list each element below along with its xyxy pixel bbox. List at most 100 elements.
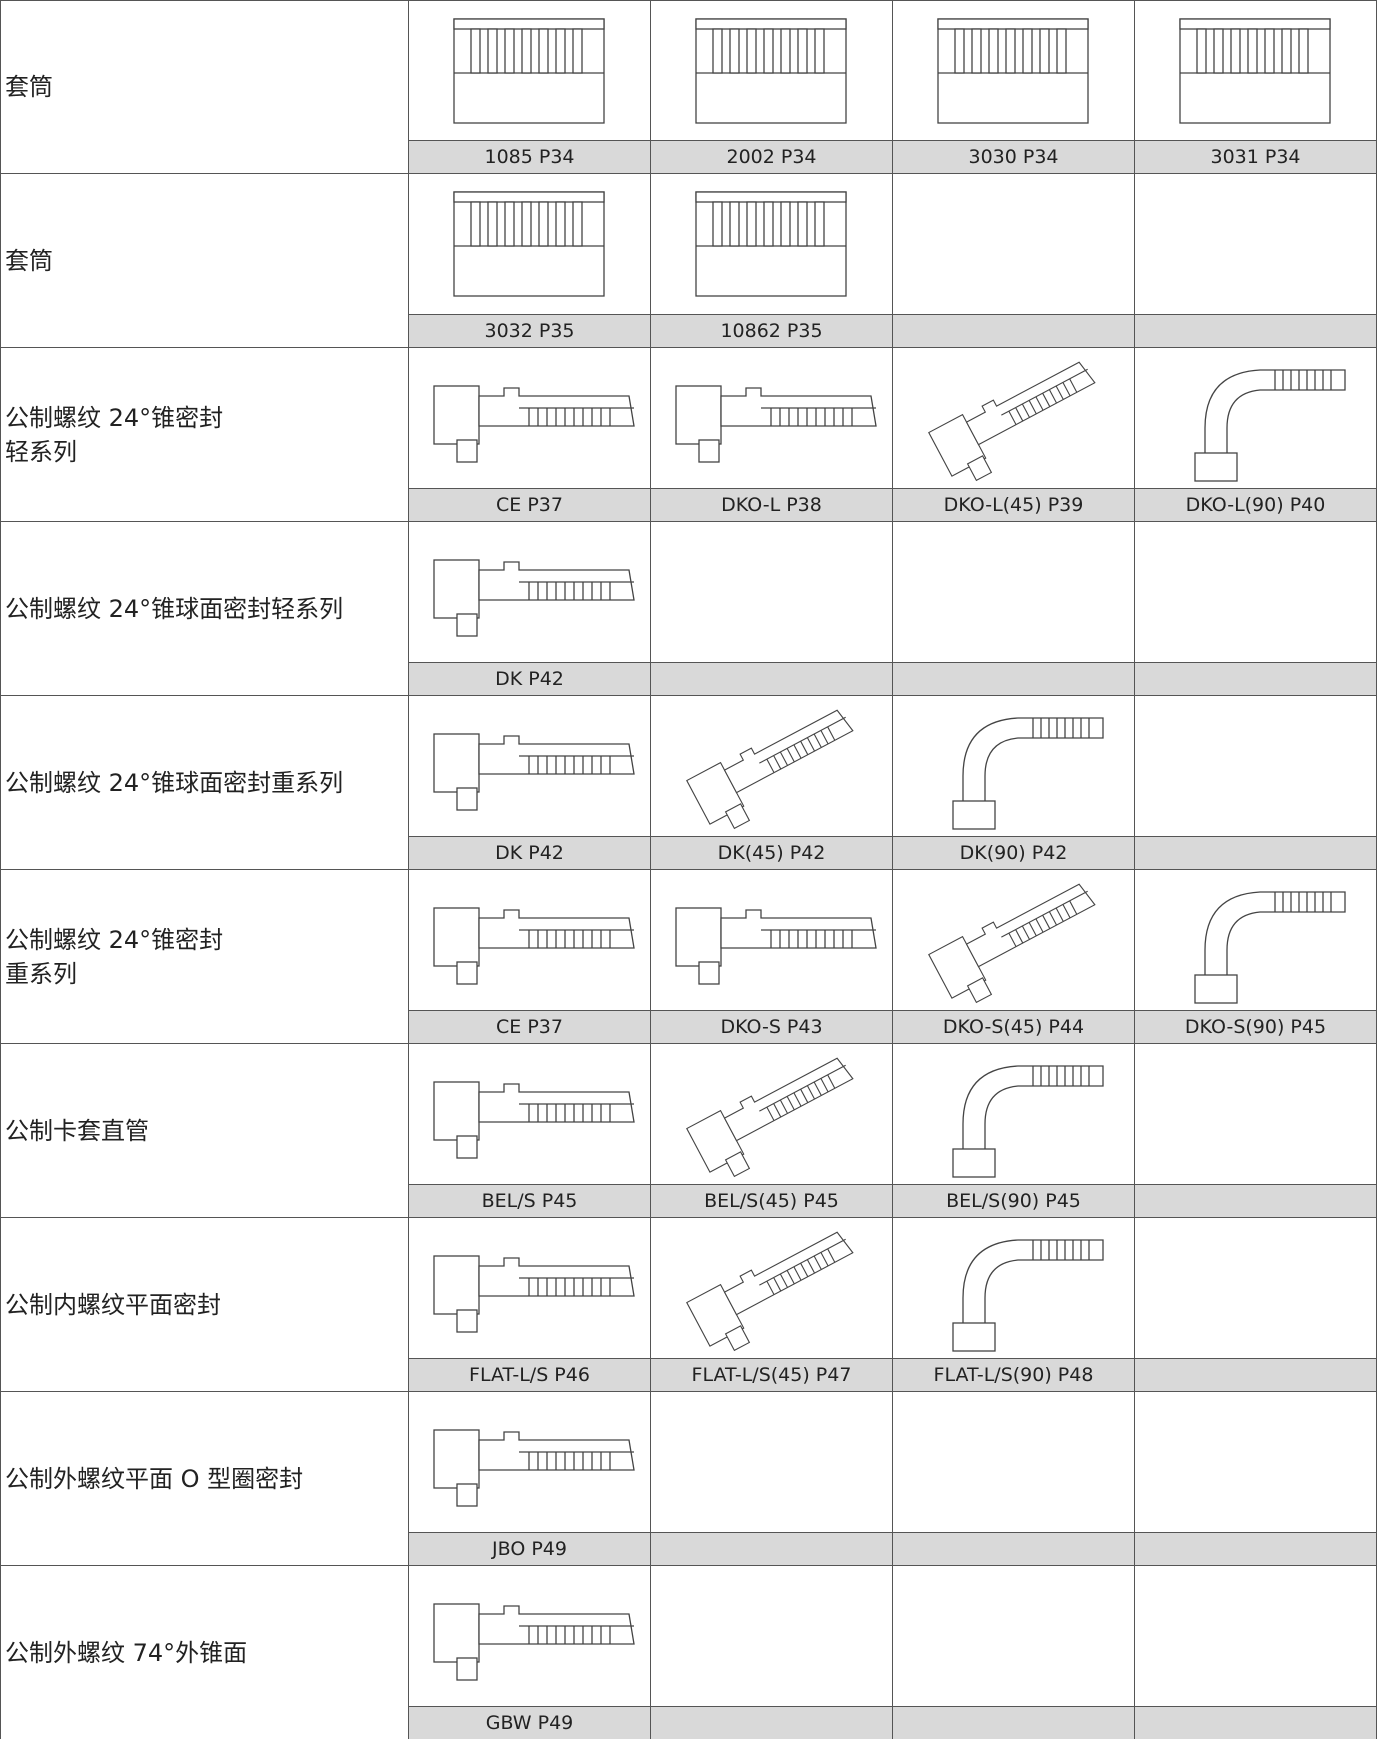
product-cell xyxy=(651,1566,893,1739)
caption: CE P37 xyxy=(409,488,650,521)
product-cell: FLAT-L/S(45) P47 xyxy=(651,1218,893,1392)
caption xyxy=(1135,1532,1376,1565)
fitting-drawing xyxy=(952,1065,1104,1178)
row-label: 公制卡套直管 xyxy=(0,1044,409,1218)
fitting-drawing xyxy=(928,883,1096,1004)
fitting-drawing xyxy=(675,907,877,985)
product-cell: DK(45) P42 xyxy=(651,696,893,870)
product-cell: CE P37 xyxy=(409,348,651,522)
fitting-drawing xyxy=(928,361,1096,482)
caption xyxy=(651,662,892,695)
product-cell: 10862 P35 xyxy=(651,174,893,348)
product-cell: BEL/S P45 xyxy=(409,1044,651,1218)
caption: 10862 P35 xyxy=(651,314,892,347)
caption: CE P37 xyxy=(409,1010,650,1043)
caption: 2002 P34 xyxy=(651,140,892,173)
product-cell: DK P42 xyxy=(409,696,651,870)
fitting-drawing xyxy=(937,18,1089,124)
product-cell xyxy=(893,174,1135,348)
caption xyxy=(651,1706,892,1739)
row-label: 公制内螺纹平面密封 xyxy=(0,1218,409,1392)
label-line: 公制卡套直管 xyxy=(5,1116,149,1145)
caption: GBW P49 xyxy=(409,1706,650,1739)
product-cell: CE P37 xyxy=(409,870,651,1044)
caption: BEL/S(45) P45 xyxy=(651,1184,892,1217)
product-cell: 3030 P34 xyxy=(893,0,1135,174)
product-cell: DKO-S(45) P44 xyxy=(893,870,1135,1044)
product-cell xyxy=(1135,522,1377,696)
label-line: 公制内螺纹平面密封 xyxy=(5,1290,221,1319)
fitting-drawing xyxy=(695,191,847,297)
caption: JBO P49 xyxy=(409,1532,650,1565)
row-label: 公制外螺纹平面 O 型圈密封 xyxy=(0,1392,409,1566)
product-cell: 3031 P34 xyxy=(1135,0,1377,174)
product-cell xyxy=(1135,1218,1377,1392)
caption: DKO-S P43 xyxy=(651,1010,892,1043)
product-cell: BEL/S(90) P45 xyxy=(893,1044,1135,1218)
caption: DKO-S(90) P45 xyxy=(1135,1010,1376,1043)
product-cell xyxy=(1135,1566,1377,1739)
fitting-drawing xyxy=(433,559,635,637)
caption: 3032 P35 xyxy=(409,314,650,347)
caption: DK P42 xyxy=(409,662,650,695)
fitting-drawing xyxy=(1179,18,1331,124)
row-label: 公制螺纹 24°锥密封 轻系列 xyxy=(0,348,409,522)
fitting-drawing xyxy=(952,717,1104,830)
fitting-drawing xyxy=(686,709,854,830)
product-cell: 2002 P34 xyxy=(651,0,893,174)
caption: FLAT-L/S(90) P48 xyxy=(893,1358,1134,1391)
row-label: 套筒 xyxy=(0,0,409,174)
product-cell xyxy=(1135,1392,1377,1566)
product-cell: DKO-S(90) P45 xyxy=(1135,870,1377,1044)
label-line: 公制外螺纹 74°外锥面 xyxy=(5,1638,248,1667)
caption xyxy=(1135,662,1376,695)
product-cell xyxy=(651,1392,893,1566)
product-cell: DKO-L P38 xyxy=(651,348,893,522)
caption xyxy=(893,1706,1134,1739)
label-line: 套筒 xyxy=(5,246,53,275)
fitting-drawing xyxy=(1194,369,1346,482)
caption xyxy=(893,662,1134,695)
caption: DKO-L(45) P39 xyxy=(893,488,1134,521)
product-cell: GBW P49 xyxy=(409,1566,651,1739)
fitting-drawing xyxy=(686,1057,854,1178)
row-label: 公制螺纹 24°锥球面密封重系列 xyxy=(0,696,409,870)
label-line: 公制螺纹 24°锥球面密封重系列 xyxy=(5,768,344,797)
caption: 3031 P34 xyxy=(1135,140,1376,173)
fitting-drawing xyxy=(433,1429,635,1507)
label-line: 公制螺纹 24°锥密封 xyxy=(5,403,224,432)
product-cell: DKO-L(45) P39 xyxy=(893,348,1135,522)
caption: 3030 P34 xyxy=(893,140,1134,173)
fitting-drawing xyxy=(675,385,877,463)
caption: DK P42 xyxy=(409,836,650,869)
fitting-drawing xyxy=(695,18,847,124)
caption: DK(90) P42 xyxy=(893,836,1134,869)
caption: DKO-L P38 xyxy=(651,488,892,521)
fitting-drawing xyxy=(433,1081,635,1159)
label-line: 重系列 xyxy=(5,959,77,988)
caption: 1085 P34 xyxy=(409,140,650,173)
product-cell: FLAT-L/S(90) P48 xyxy=(893,1218,1135,1392)
product-cell xyxy=(1135,696,1377,870)
product-cell: JBO P49 xyxy=(409,1392,651,1566)
label-line: 套筒 xyxy=(5,73,53,101)
row-label: 公制螺纹 24°锥密封 重系列 xyxy=(0,870,409,1044)
label-line: 公制螺纹 24°锥球面密封轻系列 xyxy=(5,594,344,623)
caption xyxy=(1135,1184,1376,1217)
product-cell: FLAT-L/S P46 xyxy=(409,1218,651,1392)
product-cell: 3032 P35 xyxy=(409,174,651,348)
caption: FLAT-L/S(45) P47 xyxy=(651,1358,892,1391)
label-line: 轻系列 xyxy=(5,437,77,466)
caption: DKO-S(45) P44 xyxy=(893,1010,1134,1043)
product-cell: DK(90) P42 xyxy=(893,696,1135,870)
fitting-drawing xyxy=(686,1231,854,1352)
caption: BEL/S(90) P45 xyxy=(893,1184,1134,1217)
caption: FLAT-L/S P46 xyxy=(409,1358,650,1391)
label-line: 公制螺纹 24°锥密封 xyxy=(5,925,224,954)
fitting-drawing xyxy=(453,18,605,124)
fitting-drawing xyxy=(433,385,635,463)
caption: BEL/S P45 xyxy=(409,1184,650,1217)
product-cell: DK P42 xyxy=(409,522,651,696)
product-cell: BEL/S(45) P45 xyxy=(651,1044,893,1218)
